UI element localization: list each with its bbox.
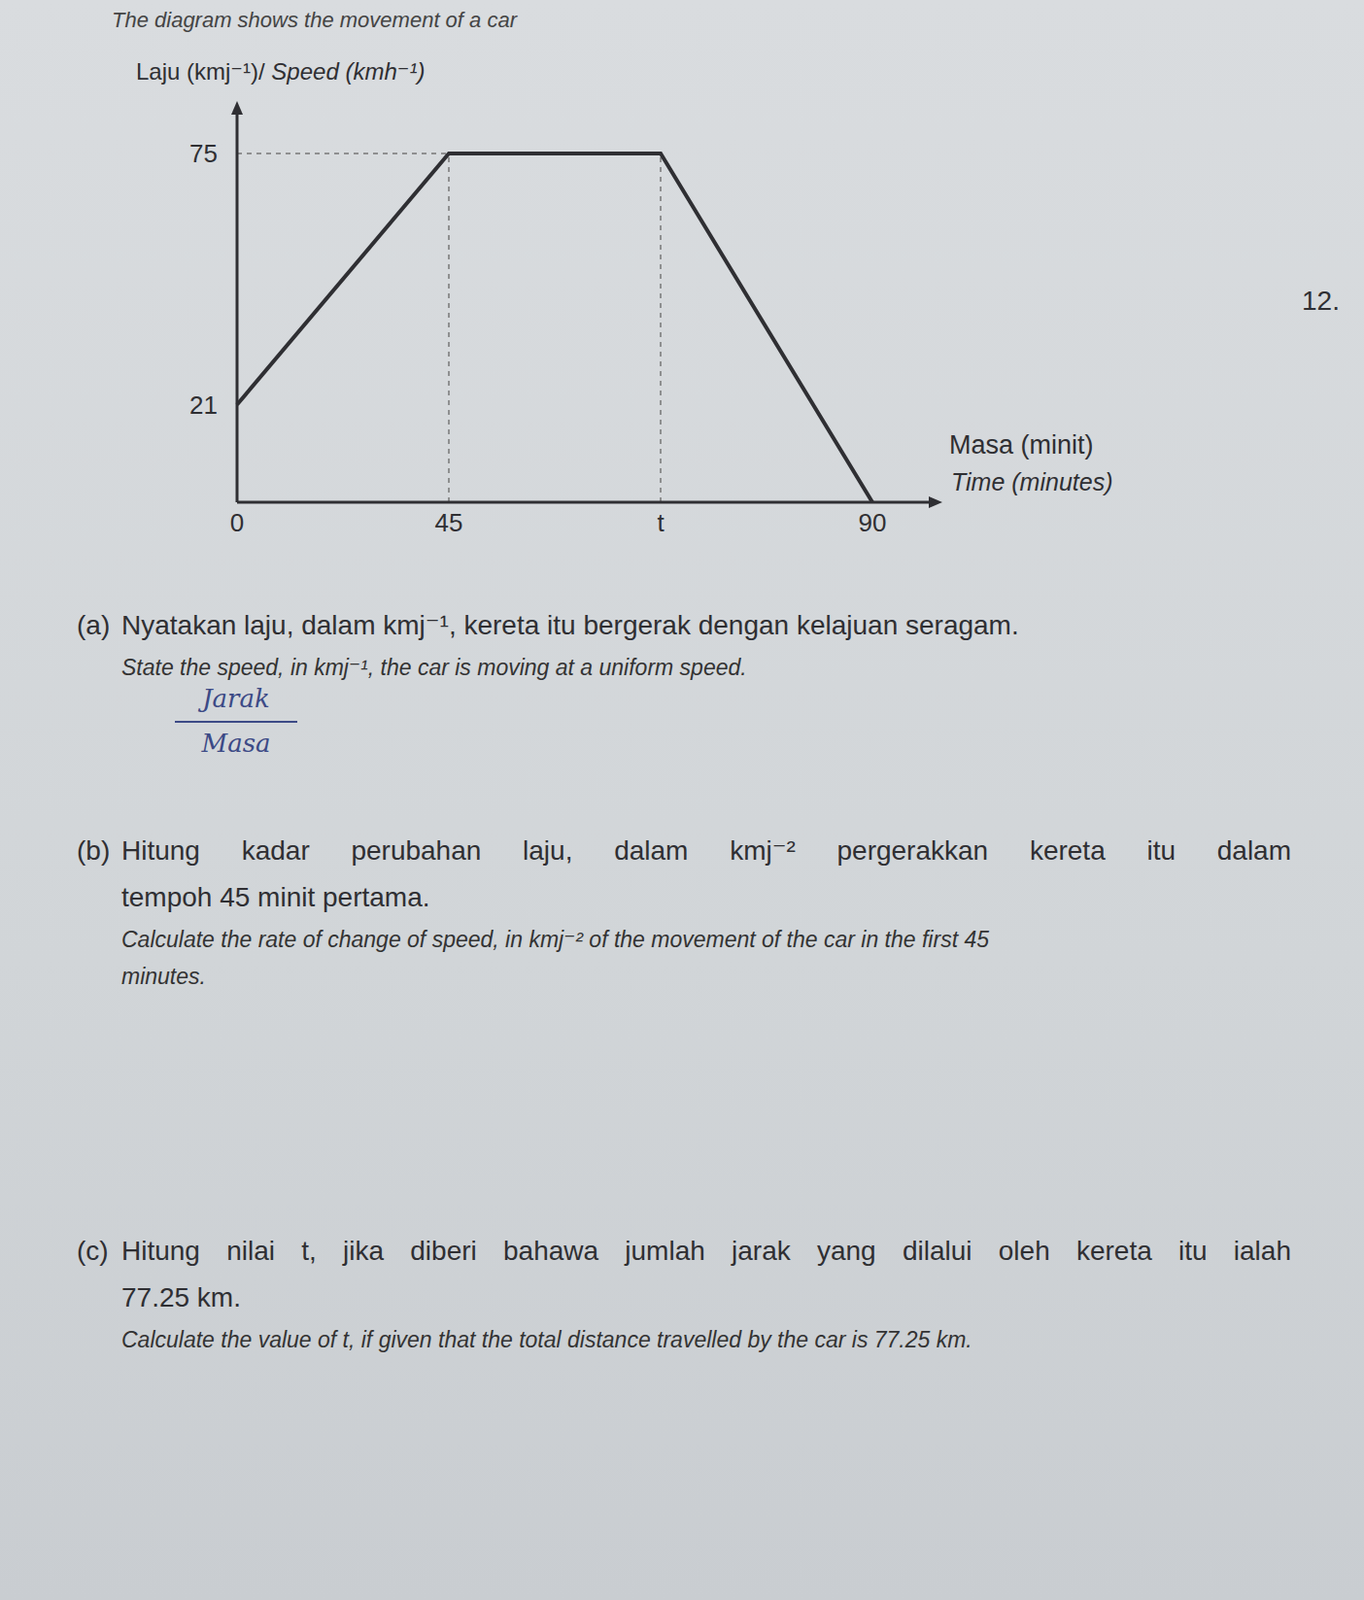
html-text:(a): (a): [76, 610, 110, 641]
html-text:Time (minutes): Time (minutes): [951, 468, 1113, 496]
html-text:Nyatakan laju, dalam kmj⁻¹, ke: Nyatakan laju, dalam kmj⁻¹, kereta itu b…: [121, 610, 1019, 641]
html-text:Laju (kmj⁻¹)/ Speed (kmh⁻¹): Laju (kmj⁻¹)/ Speed (kmh⁻¹): [136, 58, 425, 85]
html-text:Masa (minit): Masa (minit): [949, 430, 1094, 460]
svg-text:t: t: [656, 508, 665, 538]
html-text:minutes.: minutes.: [121, 963, 206, 989]
svg-text:90: 90: [858, 508, 887, 538]
html-text:Calculate the rate of change o: Calculate the rate of change of speed, i…: [121, 926, 989, 953]
svg-text:75: 75: [189, 138, 218, 169]
html-text:Hitung nilai t, jika diberi ba: Hitung nilai t, jika diberi bahawa jumla…: [121, 1235, 1292, 1266]
html-text:State the speed, in kmj⁻¹, the: State the speed, in kmj⁻¹, the car is mo…: [121, 654, 747, 681]
html-text:The diagram shows the movement: The diagram shows the movement of a car: [111, 7, 517, 33]
html-text:Jarak: Jarak: [202, 683, 270, 714]
html-text:Hitung kadar perubahan laju, d: Hitung kadar perubahan laju, dalam kmj⁻²…: [121, 835, 1292, 866]
html-text:Masa: Masa: [201, 728, 271, 758]
html-text:12.: 12.: [1301, 285, 1340, 316]
html-text:(b): (b): [76, 835, 110, 866]
svg-text:21: 21: [189, 390, 218, 420]
html-text:77.25 km.: 77.25 km.: [121, 1282, 241, 1313]
html-text:(c): (c): [76, 1235, 109, 1266]
html-text:Calculate the value of t, if g: Calculate the value of t, if given that …: [121, 1327, 973, 1353]
svg-text:45: 45: [435, 508, 464, 538]
html-text:tempoh 45 minit pertama.: tempoh 45 minit pertama.: [121, 882, 430, 913]
svg-text:0: 0: [230, 508, 244, 538]
